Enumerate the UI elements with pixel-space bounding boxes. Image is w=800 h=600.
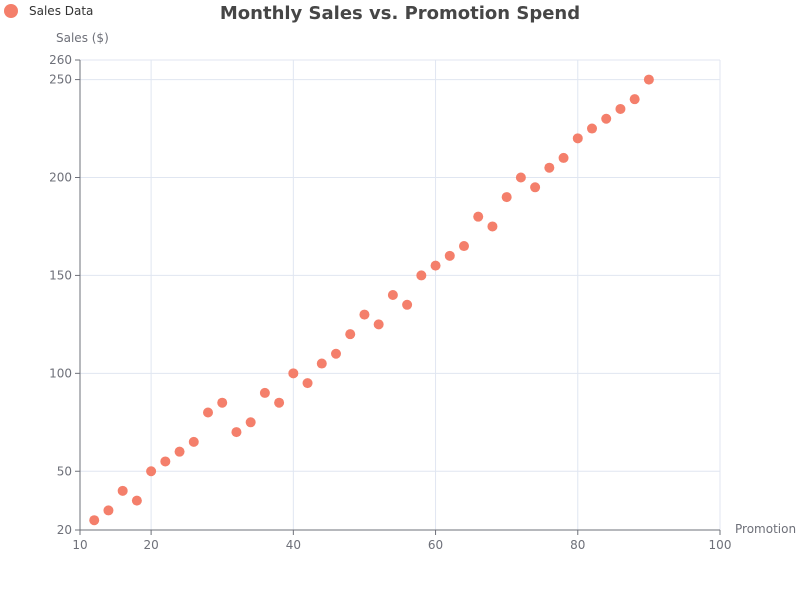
data-point[interactable] bbox=[601, 113, 612, 124]
data-point[interactable] bbox=[188, 436, 199, 447]
data-point[interactable] bbox=[501, 192, 512, 203]
data-point[interactable] bbox=[274, 397, 285, 408]
data-points bbox=[89, 74, 654, 526]
data-point[interactable] bbox=[387, 290, 398, 300]
x-axis-title: Promotion bbox=[735, 522, 796, 536]
data-point[interactable] bbox=[231, 427, 242, 438]
x-tick-labels: 10 20 40 60 80 100 bbox=[72, 530, 731, 552]
data-point[interactable] bbox=[615, 103, 626, 114]
y-tick-label: 200 bbox=[49, 171, 72, 185]
data-point[interactable] bbox=[544, 162, 555, 173]
data-point[interactable] bbox=[416, 270, 427, 281]
data-point[interactable] bbox=[373, 319, 384, 330]
data-point[interactable] bbox=[103, 505, 114, 516]
x-tick-label: 20 bbox=[143, 538, 158, 552]
data-point[interactable] bbox=[515, 172, 526, 183]
y-tick-label: 250 bbox=[49, 73, 72, 87]
y-tick-label: 20 bbox=[57, 523, 72, 537]
x-tick-label: 80 bbox=[570, 538, 585, 552]
data-point[interactable] bbox=[259, 387, 270, 398]
data-point[interactable] bbox=[288, 368, 299, 379]
data-point[interactable] bbox=[430, 260, 441, 271]
data-point[interactable] bbox=[629, 94, 640, 105]
data-point[interactable] bbox=[459, 241, 469, 252]
legend-marker-icon[interactable] bbox=[4, 4, 18, 18]
data-point[interactable] bbox=[160, 456, 171, 467]
grid bbox=[79, 59, 721, 531]
x-tick-label: 60 bbox=[428, 538, 443, 552]
legend-label[interactable]: Sales Data bbox=[29, 4, 93, 18]
data-point[interactable] bbox=[117, 485, 128, 496]
data-point[interactable] bbox=[345, 329, 356, 340]
y-axis-title: Sales ($) bbox=[56, 31, 109, 45]
data-point[interactable] bbox=[89, 515, 100, 526]
data-point[interactable] bbox=[331, 348, 341, 359]
x-tick-label: 40 bbox=[286, 538, 301, 552]
data-point[interactable] bbox=[174, 446, 185, 457]
y-tick-label: 100 bbox=[49, 366, 72, 380]
chart-title: Monthly Sales vs. Promotion Spend bbox=[220, 3, 580, 24]
data-point[interactable] bbox=[530, 182, 541, 193]
y-tick-label: 260 bbox=[49, 53, 72, 67]
y-tick-label: 150 bbox=[49, 268, 72, 282]
data-point[interactable] bbox=[473, 211, 484, 222]
data-point[interactable] bbox=[302, 378, 313, 389]
data-point[interactable] bbox=[402, 299, 413, 310]
data-point[interactable] bbox=[146, 466, 157, 477]
data-point[interactable] bbox=[558, 152, 569, 163]
data-point[interactable] bbox=[643, 74, 654, 85]
data-point[interactable] bbox=[359, 309, 370, 320]
y-tick-label: 50 bbox=[57, 464, 72, 478]
data-point[interactable] bbox=[217, 397, 228, 408]
data-point[interactable] bbox=[487, 221, 498, 232]
data-point[interactable] bbox=[245, 417, 256, 428]
x-tick-label: 10 bbox=[72, 538, 87, 552]
data-point[interactable] bbox=[203, 407, 213, 418]
data-point[interactable] bbox=[587, 123, 597, 134]
data-point[interactable] bbox=[444, 250, 455, 261]
y-tick-labels: 20 50 100 150 200 250 260 bbox=[49, 53, 80, 537]
data-point[interactable] bbox=[316, 358, 327, 369]
data-point[interactable] bbox=[131, 495, 142, 506]
legend[interactable]: Sales Data bbox=[4, 4, 93, 18]
x-tick-label: 100 bbox=[709, 538, 732, 552]
data-point[interactable] bbox=[572, 133, 583, 144]
axes bbox=[79, 60, 720, 531]
